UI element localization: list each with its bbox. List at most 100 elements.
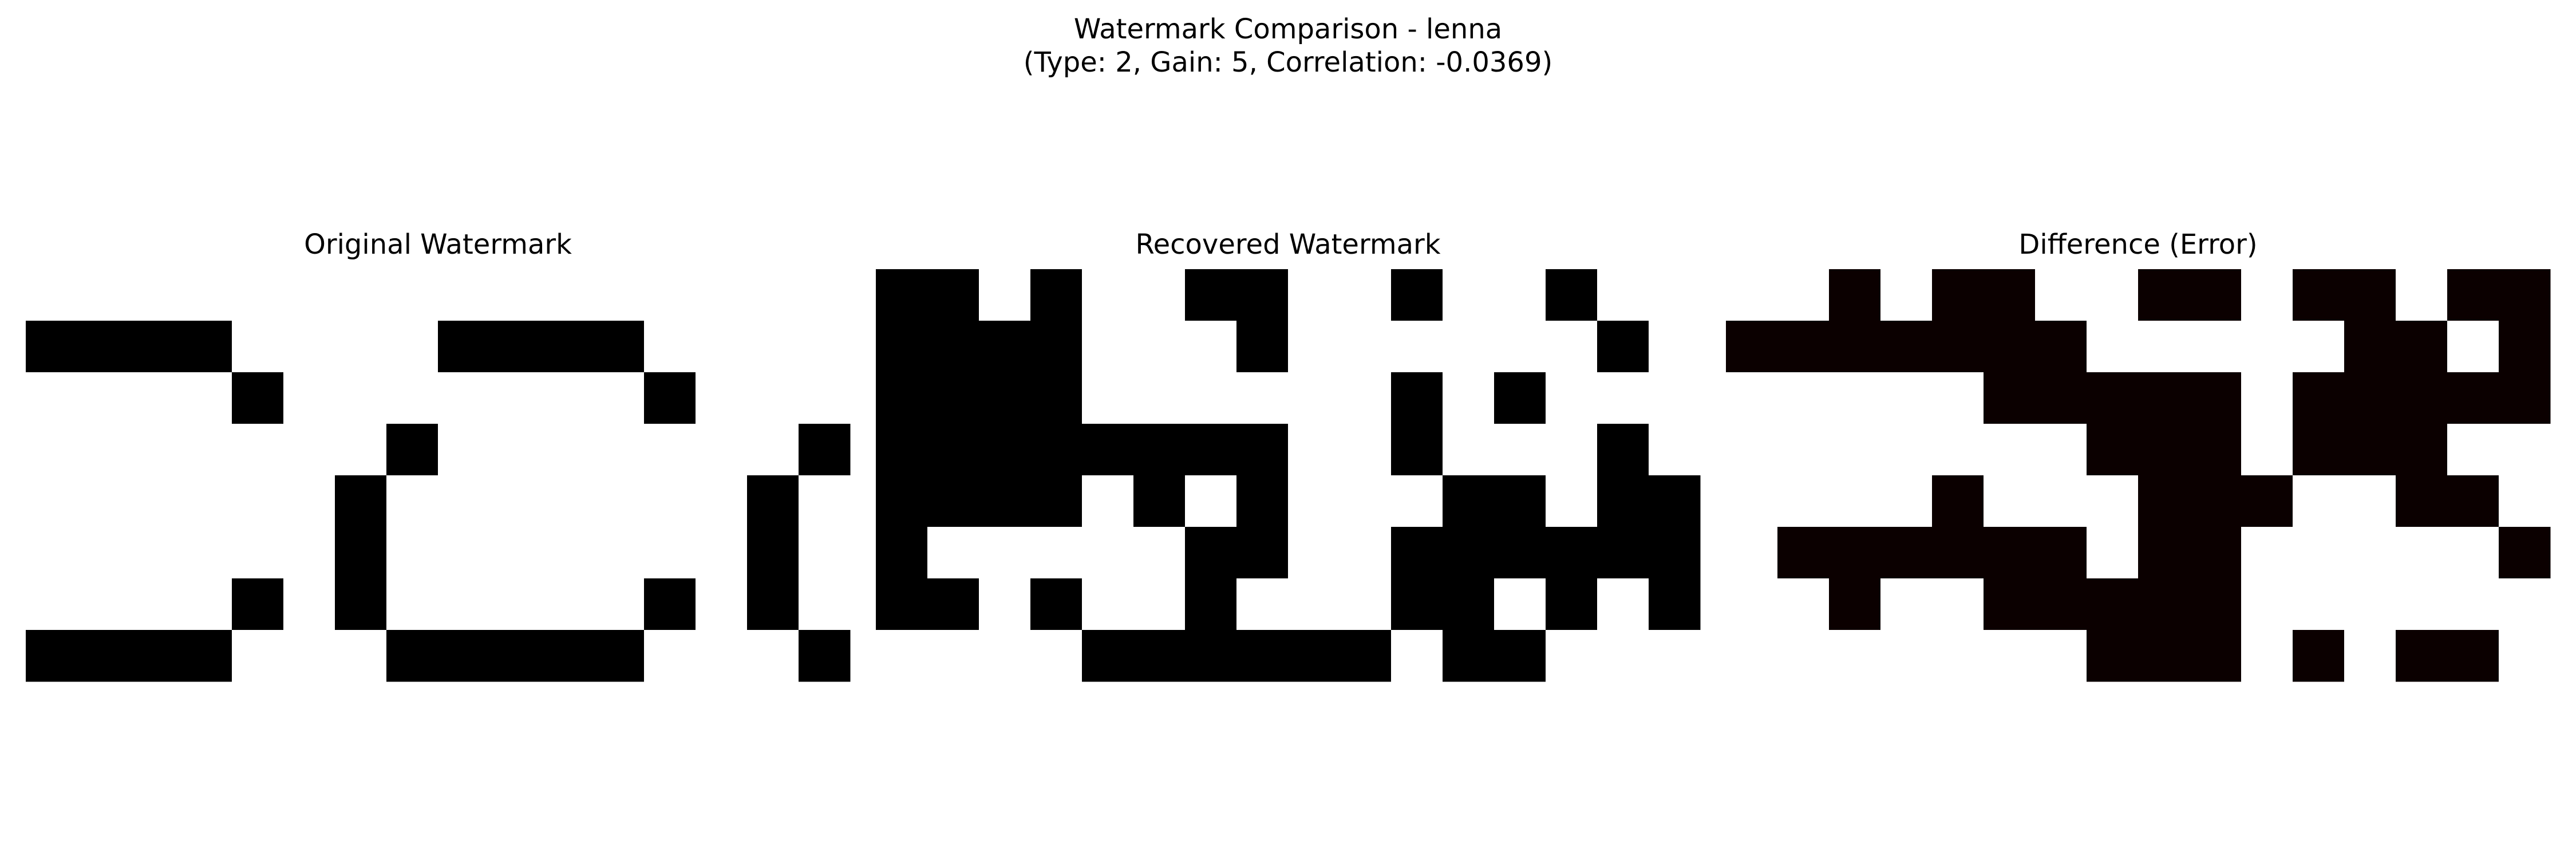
heatmap-cell xyxy=(592,269,645,321)
heatmap-cell xyxy=(2499,269,2551,321)
heatmap-cell xyxy=(592,578,645,631)
heatmap-cell xyxy=(1185,630,1237,682)
heatmap-cell xyxy=(2087,630,2139,682)
heatmap-cell xyxy=(232,630,284,682)
heatmap-cell xyxy=(1984,269,2036,321)
heatmap-cell xyxy=(283,527,335,579)
heatmap-cell xyxy=(283,475,335,527)
heatmap-cell xyxy=(26,424,78,476)
heatmap-cell xyxy=(592,424,645,476)
heatmap-cell xyxy=(1288,424,1340,476)
heatmap-cell xyxy=(1443,578,1495,631)
heatmap-cell xyxy=(1984,475,2036,527)
heatmap-cell xyxy=(26,578,78,631)
figure-title-line-2: (Type: 2, Gain: 5, Correlation: -0.0369) xyxy=(1023,46,1553,78)
heatmap-cell xyxy=(2241,630,2293,682)
heatmap-cell xyxy=(1391,372,1443,424)
heatmap-cell xyxy=(1030,527,1082,579)
heatmap-cell xyxy=(2241,372,2293,424)
heatmap-cell xyxy=(2344,475,2396,527)
heatmap-cell xyxy=(1443,269,1495,321)
heatmap-cell xyxy=(232,321,284,373)
heatmap-cell xyxy=(1649,527,1701,579)
heatmap-cell xyxy=(1984,372,2036,424)
heatmap-cell xyxy=(1546,527,1598,579)
heatmap-cell xyxy=(1030,630,1082,682)
heatmap-cell xyxy=(541,269,593,321)
heatmap-cell xyxy=(1082,424,1134,476)
heatmap-cell xyxy=(927,321,979,373)
heatmap-cell xyxy=(2035,475,2087,527)
heatmap-cell xyxy=(1494,527,1546,579)
heatmap-cell xyxy=(1984,321,2036,373)
heatmap-cell xyxy=(1932,527,1984,579)
heatmap-cell xyxy=(489,527,542,579)
heatmap-cell xyxy=(2499,578,2551,631)
heatmap-cell xyxy=(2087,424,2139,476)
heatmap-cell xyxy=(1726,321,1778,373)
heatmap-cell xyxy=(283,578,335,631)
heatmap-cell xyxy=(232,475,284,527)
heatmap-cell xyxy=(2293,630,2345,682)
heatmap-cell xyxy=(2293,578,2345,631)
heatmap-cell xyxy=(1236,269,1289,321)
heatmap-cell xyxy=(386,372,438,424)
heatmap-cell xyxy=(1829,321,1881,373)
heatmap-cell xyxy=(799,475,851,527)
heatmap-cell xyxy=(696,321,748,373)
heatmap-cell xyxy=(2035,578,2087,631)
heatmap-cell xyxy=(541,424,593,476)
heatmap-cell xyxy=(1829,578,1881,631)
heatmap-cell xyxy=(696,424,748,476)
heatmap-cell xyxy=(1494,578,1546,631)
heatmap-cell xyxy=(1649,475,1701,527)
heatmap-cell xyxy=(1649,321,1701,373)
heatmap-cell xyxy=(1984,424,2036,476)
heatmap-cell xyxy=(283,630,335,682)
heatmap-cell xyxy=(26,372,78,424)
heatmap-cell xyxy=(541,475,593,527)
heatmap-cell xyxy=(232,372,284,424)
heatmap-cell xyxy=(1494,424,1546,476)
heatmap-cell xyxy=(747,321,799,373)
heatmap-cell xyxy=(2447,527,2499,579)
heatmap-cell xyxy=(2293,372,2345,424)
heatmap-cell xyxy=(232,424,284,476)
heatmap-cell xyxy=(1236,372,1289,424)
heatmap-cell xyxy=(1391,475,1443,527)
heatmap-cell xyxy=(1777,424,1830,476)
heatmap-cell xyxy=(1649,372,1701,424)
heatmap-cell xyxy=(1082,578,1134,631)
heatmap-cell xyxy=(1829,475,1881,527)
heatmap-cell xyxy=(335,578,387,631)
heatmap-cell xyxy=(335,424,387,476)
heatmap-cell xyxy=(979,424,1031,476)
heatmap-cell xyxy=(489,424,542,476)
heatmap-cell xyxy=(1391,630,1443,682)
heatmap-cell xyxy=(927,475,979,527)
heatmap-cell xyxy=(1340,475,1392,527)
heatmap-cell xyxy=(2447,269,2499,321)
heatmap-cell xyxy=(979,578,1031,631)
heatmap-cell xyxy=(1546,269,1598,321)
heatmap-cell xyxy=(2190,630,2242,682)
heatmap-cell xyxy=(180,269,232,321)
heatmap-cell xyxy=(438,475,490,527)
heatmap-cell xyxy=(386,527,438,579)
heatmap-cell xyxy=(799,321,851,373)
heatmap-cell xyxy=(129,424,181,476)
heatmap-cell xyxy=(927,630,979,682)
heatmap-cell xyxy=(1546,424,1598,476)
heatmap-cell xyxy=(2344,269,2396,321)
heatmap-cell xyxy=(592,527,645,579)
heatmap-cell xyxy=(2241,424,2293,476)
heatmap-cell xyxy=(232,527,284,579)
heatmap-cell xyxy=(129,527,181,579)
heatmap-cell xyxy=(1288,475,1340,527)
heatmap-cell xyxy=(1726,630,1778,682)
heatmap-cell xyxy=(1340,269,1392,321)
heatmap-cell xyxy=(1340,527,1392,579)
heatmap-cell xyxy=(1649,424,1701,476)
heatmap-cell xyxy=(283,424,335,476)
